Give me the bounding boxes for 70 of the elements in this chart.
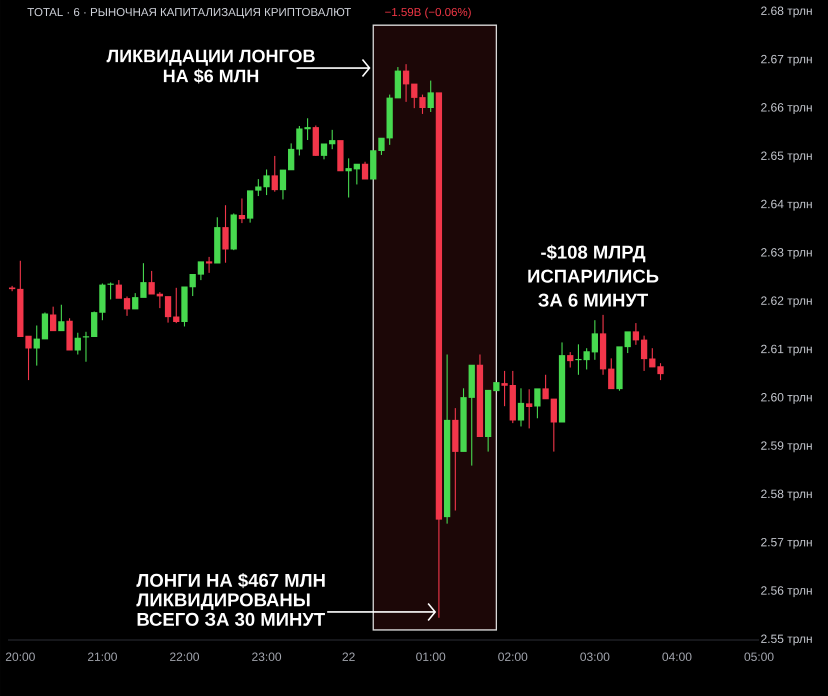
annotation: ЛИКВИДАЦИИ ЛОНГОВ НА $6 МЛН [106,50,315,84]
y-tick-label: 2.63 трлн [761,248,812,259]
y-tick-label: 2.68 трлн [761,6,812,18]
y-tick-label: 2.64 трлн [761,200,812,211]
candlestick [34,324,40,366]
y-tick-label: 2.62 трлн [761,296,812,308]
candlestick [550,398,557,452]
y-tick-label: 2.67 трлн [761,54,812,66]
candlestick [255,178,262,197]
y-tick-label: 2.66 трлн [761,103,812,114]
candlestick [50,306,56,332]
candlestick [25,336,32,381]
candlestick [124,296,130,316]
candlestick [649,348,656,368]
candlestick [222,204,229,264]
candlestick [411,83,418,109]
candlestick [567,352,574,368]
candlestick [164,296,172,324]
candlestick [238,198,246,224]
candlestick [206,256,212,274]
y-tick-label: 2.59 трлн [761,441,812,452]
candlestick [608,358,614,390]
x-tick-label: 01:00 [416,652,446,662]
candlestick [74,332,81,356]
annotation: ЛОНГИ НА $467 МЛН ЛИКВИДИРОВАНЫ ВСЕГО ЗА 30 МИНУТ [136,572,325,626]
x-tick-label: 23:00 [252,652,282,662]
candlestick [320,143,328,160]
candlestick [542,374,549,400]
candlestick [173,287,180,324]
candlestick [428,80,434,113]
y-tick-label: 2.61 трлн [761,344,812,356]
candlestick [107,282,114,300]
y-tick-label: 2.57 трлн [761,538,812,549]
annotation: -$108 МЛРД ИСПАРИЛИСЬ ЗА 6 МИНУТ [528,244,658,307]
candlestick [624,331,631,354]
x-tick-label: 21:00 [88,652,117,662]
x-tick-label: 05:00 [744,652,774,662]
chart-subtitle: −1.59B (−0.06%) [385,8,471,18]
candlestick [657,362,664,381]
candlestick [280,169,286,200]
candlestick [132,292,138,310]
candlestick [329,129,336,150]
x-tick-label: 20:00 [6,652,35,662]
candlestick [378,138,385,156]
candlestick [640,335,648,372]
candlestick [526,388,532,429]
candlestick [116,280,122,299]
x-tick-label: 22:00 [170,652,200,662]
y-tick-label: 2.56 трлн [761,586,812,598]
candlestick [419,94,426,114]
candlestick [263,168,270,196]
candlestick [140,262,147,298]
candlestick [501,370,508,407]
x-tick-label: 04:00 [662,652,692,662]
candlestick [362,161,368,180]
chart-title: TOTAL · 6 · РЫНОЧНАЯ КАПИТАЛИЗАЦИЯ КРИПТОВАЛЮТ [27,8,351,18]
candlestick [272,155,278,192]
y-tick-label: 2.60 трлн [761,393,812,404]
x-tick-label: 03:00 [580,652,610,662]
candlestick [304,118,311,141]
candlestick [518,388,524,428]
candlestick [402,64,410,102]
x-tick-label: 22 [342,652,355,661]
y-tick-label: 2.55 трлн [761,634,812,646]
y-tick-label: 2.65 трлн [761,151,812,162]
candlestick [632,322,640,346]
y-tick-label: 2.58 трлн [761,490,812,500]
x-tick-label: 02:00 [498,652,528,662]
candlestick [534,388,541,419]
candlestick [58,304,64,332]
